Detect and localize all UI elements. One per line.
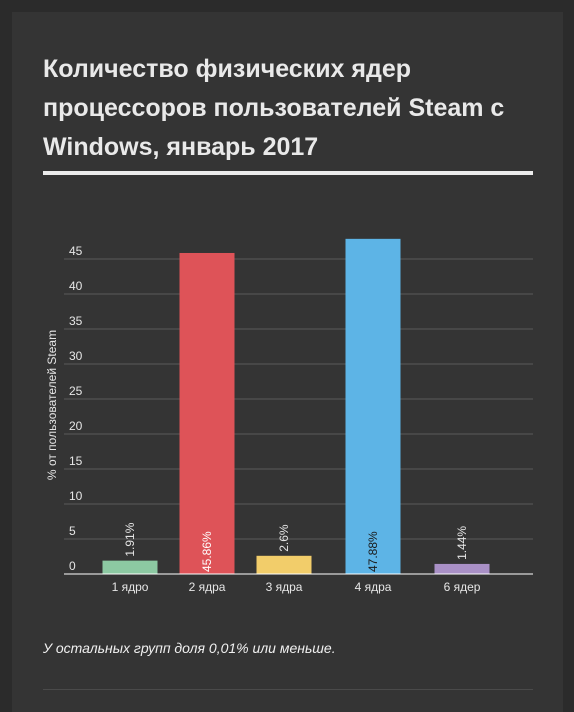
value-label: 1.44% <box>455 526 469 560</box>
y-tick-label: 30 <box>69 349 83 363</box>
chart-card: Количество физических ядер процессоров п… <box>12 12 563 712</box>
footnote: У остальных групп доля 0,01% или меньше. <box>43 640 336 656</box>
x-tick-label: 3 ядра <box>266 580 303 594</box>
y-tick-label: 20 <box>69 419 83 433</box>
value-label: 47.88% <box>366 531 380 572</box>
value-label: 45.86% <box>200 531 214 572</box>
bar <box>179 252 235 575</box>
bar <box>102 560 158 574</box>
title-divider <box>43 171 533 175</box>
y-tick-label: 40 <box>69 279 83 293</box>
value-label: 1.91% <box>123 522 137 556</box>
value-label: 2.6% <box>277 524 291 552</box>
x-axis-labels: 1 ядро 2 ядра 3 ядра 4 ядра 6 ядер <box>112 580 481 594</box>
y-axis-ticks: 0 5 10 15 20 25 30 35 40 45 <box>69 244 83 573</box>
y-tick-label: 35 <box>69 314 83 328</box>
bar-chart: 0 5 10 15 20 25 30 35 40 45 1 ядро 2 ядра 3 ядра 4 я… <box>45 238 533 594</box>
x-tick-label: 4 ядра <box>355 580 392 594</box>
value-labels: 1.91% 45.86% 2.6% 47.88% 1.44% <box>123 522 469 572</box>
bar <box>256 555 312 574</box>
y-tick-label: 15 <box>69 454 83 468</box>
y-tick-label: 0 <box>69 559 76 573</box>
x-tick-label: 6 ядер <box>444 580 481 594</box>
chart-title: Количество физических ядер процессоров п… <box>43 55 505 161</box>
x-tick-label: 2 ядра <box>189 580 226 594</box>
y-tick-label: 25 <box>69 384 83 398</box>
bottom-divider <box>43 689 533 690</box>
x-tick-label: 1 ядро <box>112 580 149 594</box>
y-tick-label: 10 <box>69 489 83 503</box>
grid-lines <box>64 258 533 540</box>
bar <box>345 238 401 574</box>
bar <box>434 563 490 574</box>
y-tick-label: 5 <box>69 524 76 538</box>
y-axis-label: % от пользователей Steam <box>45 330 59 480</box>
bars <box>102 238 490 575</box>
y-tick-label: 45 <box>69 244 83 258</box>
